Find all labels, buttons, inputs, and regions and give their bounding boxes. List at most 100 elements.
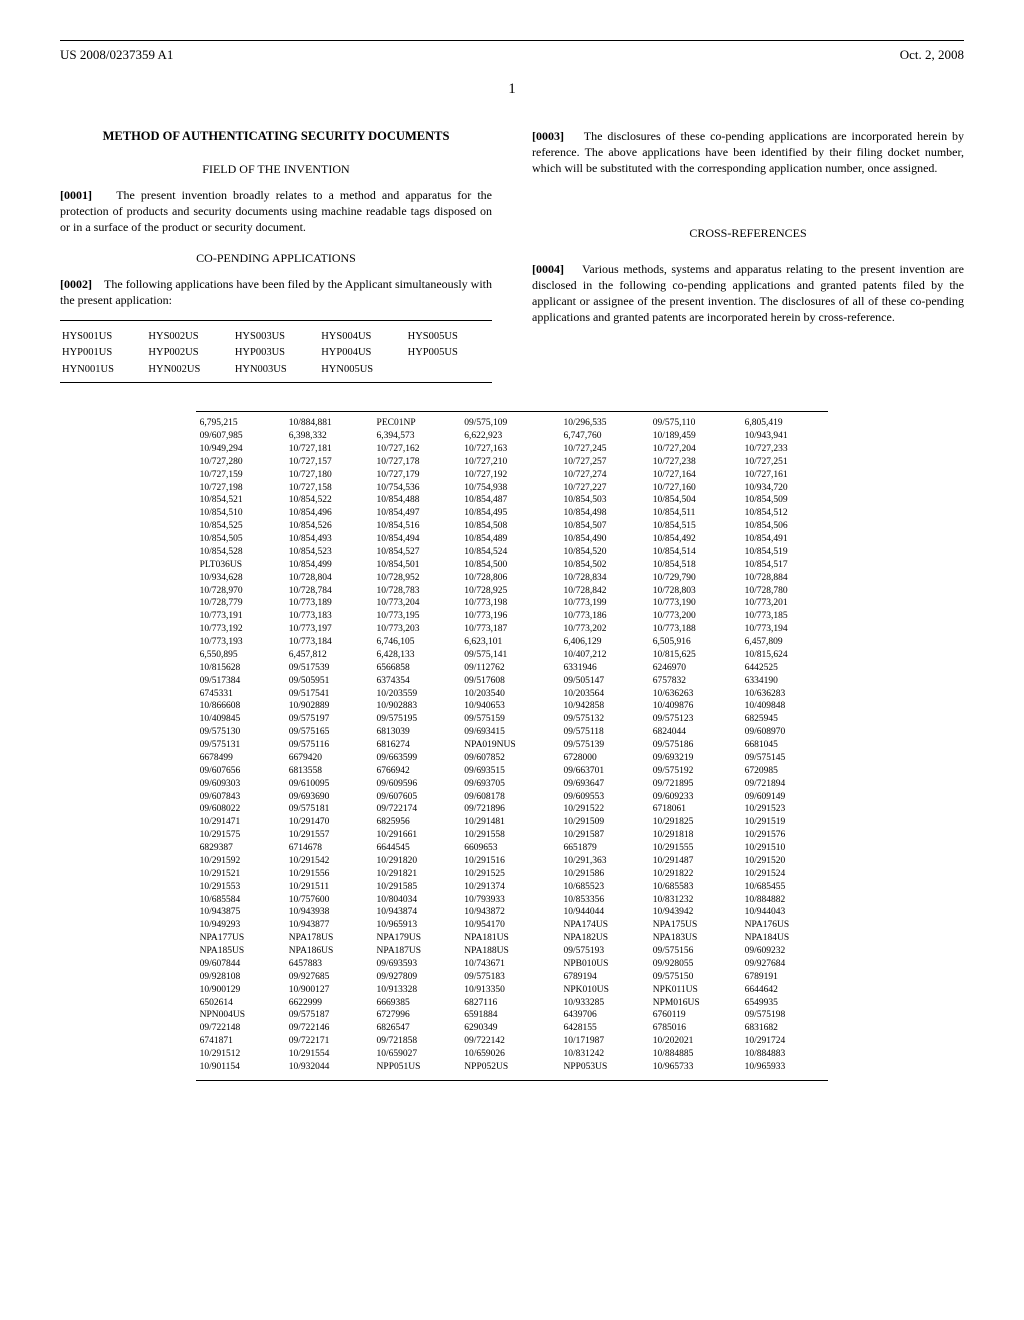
docket-cell: HYN002US <box>146 362 232 378</box>
table-cell: 09/607843 <box>196 791 285 804</box>
table-cell: 10/291470 <box>285 817 373 830</box>
table-cell: 10/727,238 <box>649 456 741 469</box>
para-text-4: Various methods, systems and apparatus r… <box>532 262 964 325</box>
table-cell: 10/728,925 <box>460 585 559 598</box>
table-cell: 10/854,520 <box>560 546 649 559</box>
table-row: NPA177USNPA178USNPA179USNPA181USNPA182US… <box>196 933 829 946</box>
table-cell: 10/727,158 <box>285 482 373 495</box>
table-cell: 6824044 <box>649 727 741 740</box>
table-cell: 6334190 <box>741 675 829 688</box>
table-cell: 10/685583 <box>649 881 741 894</box>
table-cell: 6714678 <box>285 843 373 856</box>
table-cell: 6622999 <box>285 997 373 1010</box>
table-cell: 10/944044 <box>560 907 649 920</box>
table-cell: 09/609233 <box>649 791 741 804</box>
table-cell: 10/854,522 <box>285 495 373 508</box>
table-cell: NPN004US <box>196 1010 285 1023</box>
table-cell: 10/854,507 <box>560 521 649 534</box>
table-cell: 6644545 <box>373 843 461 856</box>
table-cell: 09/517539 <box>285 662 373 675</box>
table-cell: 10/854,491 <box>741 534 829 547</box>
table-cell: 10/943875 <box>196 907 285 920</box>
table-cell: 09/721894 <box>741 778 829 791</box>
table-cell: 10/291822 <box>649 868 741 881</box>
table-cell: 10/965933 <box>741 1061 829 1074</box>
table-cell: 10/409848 <box>741 701 829 714</box>
table-cell: 10/773,193 <box>196 637 285 650</box>
table-cell: 10/727,251 <box>741 456 829 469</box>
table-cell: 10/773,203 <box>373 624 461 637</box>
table-cell: 09/693415 <box>460 727 559 740</box>
table-cell: 10/793933 <box>460 894 559 907</box>
table-cell: 09/927685 <box>285 971 373 984</box>
table-row: 10/40984509/57519709/57519509/57515909/5… <box>196 714 829 727</box>
table-cell: 10/940653 <box>460 701 559 714</box>
table-cell: 6789194 <box>560 971 649 984</box>
table-cell: 6,394,573 <box>373 431 461 444</box>
table-cell: 10/854,512 <box>741 508 829 521</box>
table-cell: 6826547 <box>373 1023 461 1036</box>
table-cell: 09/575156 <box>649 946 741 959</box>
table-cell: 6829387 <box>196 843 285 856</box>
table-cell: 6,398,332 <box>285 431 373 444</box>
docket-cell <box>406 362 492 378</box>
table-cell: 6442525 <box>741 662 829 675</box>
table-cell: 10/902889 <box>285 701 373 714</box>
table-cell: 6831682 <box>741 1023 829 1036</box>
table-cell: 10/291576 <box>741 830 829 843</box>
table-cell: 10/854,521 <box>196 495 285 508</box>
table-cell: 10/854,502 <box>560 559 649 572</box>
table-row: 10/854,52810/854,52310/854,52710/854,524… <box>196 546 829 559</box>
para-label-3: [0003] <box>532 129 564 143</box>
table-cell: 6816274 <box>373 740 461 753</box>
crossref-table-wrapper: 6,795,21510/884,881PEC01NP09/575,10910/2… <box>196 411 829 1082</box>
table-cell: 10/934,628 <box>196 572 285 585</box>
table-cell: 10/291553 <box>196 881 285 894</box>
table-cell: 6591884 <box>460 1010 559 1023</box>
table-cell: 10/291821 <box>373 868 461 881</box>
table-cell: 10/773,191 <box>196 611 285 624</box>
table-cell: 09/609303 <box>196 778 285 791</box>
crossref-table: 6,795,21510/884,881PEC01NP09/575,10910/2… <box>196 418 829 1075</box>
table-cell: 10/943874 <box>373 907 461 920</box>
table-cell: 09/517608 <box>460 675 559 688</box>
table-cell: NPA181US <box>460 933 559 946</box>
table-cell: 10/754,536 <box>373 482 461 495</box>
table-cell: NPA179US <box>373 933 461 946</box>
table-cell: NPA174US <box>560 920 649 933</box>
para-text-2: The following applications have been fil… <box>60 277 492 307</box>
table-cell: 09/693515 <box>460 765 559 778</box>
table-cell: 10/291520 <box>741 855 829 868</box>
table-cell: 10/291542 <box>285 855 373 868</box>
table-cell: 10/815628 <box>196 662 285 675</box>
table-row: 10/773,19310/773,1846,746,1056,623,1016,… <box>196 637 829 650</box>
table-row: 09/57513009/575165681303909/69341509/575… <box>196 727 829 740</box>
table-cell: 10/727,274 <box>560 469 649 482</box>
table-cell: NPA183US <box>649 933 741 946</box>
table-cell: 09/607844 <box>196 958 285 971</box>
table-cell: 10/291516 <box>460 855 559 868</box>
table-cell: 6,406,129 <box>560 637 649 650</box>
table-cell: 10/854,511 <box>649 508 741 521</box>
docket-cell: HYP004US <box>319 345 405 361</box>
table-row: 6678499667942009/66359909/60785267280000… <box>196 752 829 765</box>
table-cell: 10/727,210 <box>460 456 559 469</box>
table-cell: 09/575150 <box>649 971 741 984</box>
table-cell: 6760119 <box>649 1010 741 1023</box>
table-cell: 10/291592 <box>196 855 285 868</box>
table-cell: 09/517384 <box>196 675 285 688</box>
table-cell: 6,550,895 <box>196 649 285 662</box>
table-cell: 09/575187 <box>285 1010 373 1023</box>
table-cell: 10/773,192 <box>196 624 285 637</box>
table-row: 10/854,51010/854,49610/854,49710/854,495… <box>196 508 829 521</box>
docket-cell: HYN003US <box>233 362 319 378</box>
table-cell: 6745331 <box>196 688 285 701</box>
table-cell: NPA182US <box>560 933 649 946</box>
table-cell: 6827116 <box>460 997 559 1010</box>
table-cell: 6502614 <box>196 997 285 1010</box>
table-cell: PEC01NP <box>373 418 461 431</box>
table-cell: 09/575123 <box>649 714 741 727</box>
table-cell: 10/291521 <box>196 868 285 881</box>
table-row: 10/727,15910/727,18010/727,17910/727,192… <box>196 469 829 482</box>
table-cell: 10/291557 <box>285 830 373 843</box>
